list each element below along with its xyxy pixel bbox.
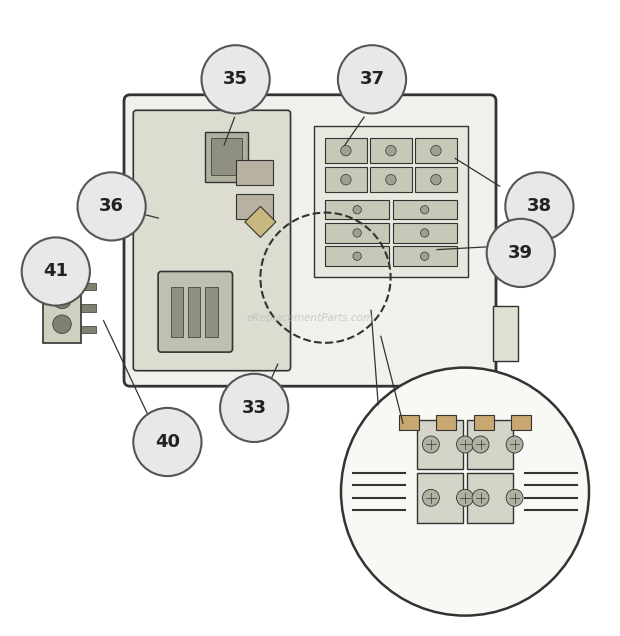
Text: 36: 36 bbox=[99, 197, 124, 216]
Circle shape bbox=[341, 368, 589, 616]
Bar bbox=[43, 281, 81, 343]
Text: 38: 38 bbox=[527, 197, 552, 216]
Circle shape bbox=[386, 146, 396, 156]
Bar bbox=[236, 194, 273, 219]
Bar bbox=[326, 223, 389, 243]
Circle shape bbox=[487, 219, 555, 287]
Circle shape bbox=[338, 45, 406, 113]
Circle shape bbox=[505, 172, 574, 240]
FancyBboxPatch shape bbox=[467, 420, 513, 469]
Circle shape bbox=[220, 374, 288, 442]
Text: 35: 35 bbox=[223, 71, 248, 88]
Circle shape bbox=[472, 489, 489, 506]
Circle shape bbox=[386, 174, 396, 185]
Circle shape bbox=[353, 252, 361, 260]
Bar bbox=[415, 167, 456, 192]
Bar bbox=[188, 287, 200, 336]
Bar bbox=[399, 415, 419, 429]
Circle shape bbox=[422, 436, 440, 453]
Text: 33: 33 bbox=[242, 399, 267, 417]
Polygon shape bbox=[245, 207, 276, 237]
Bar bbox=[205, 132, 248, 182]
Circle shape bbox=[353, 205, 361, 214]
Circle shape bbox=[53, 290, 71, 308]
Circle shape bbox=[472, 436, 489, 453]
Text: 40: 40 bbox=[155, 433, 180, 451]
Bar bbox=[81, 282, 96, 290]
Circle shape bbox=[202, 45, 270, 113]
Bar bbox=[393, 223, 456, 243]
Bar bbox=[393, 246, 456, 266]
Circle shape bbox=[420, 205, 429, 214]
Circle shape bbox=[422, 489, 440, 506]
Bar bbox=[474, 415, 494, 429]
Bar bbox=[236, 160, 273, 184]
FancyBboxPatch shape bbox=[158, 272, 232, 352]
Bar bbox=[205, 287, 218, 336]
Bar bbox=[393, 200, 456, 219]
Circle shape bbox=[78, 172, 146, 240]
Bar bbox=[370, 138, 412, 163]
Circle shape bbox=[22, 237, 90, 306]
FancyBboxPatch shape bbox=[417, 473, 463, 523]
Circle shape bbox=[340, 174, 351, 185]
Bar bbox=[326, 200, 389, 219]
Bar bbox=[493, 306, 518, 361]
Circle shape bbox=[53, 315, 71, 333]
Bar bbox=[326, 167, 366, 192]
Text: 39: 39 bbox=[508, 244, 533, 262]
Text: eReplacementParts.com: eReplacementParts.com bbox=[246, 313, 374, 323]
Circle shape bbox=[506, 489, 523, 506]
FancyBboxPatch shape bbox=[467, 473, 513, 523]
Circle shape bbox=[353, 229, 361, 237]
Bar bbox=[211, 138, 242, 176]
Bar bbox=[170, 287, 183, 336]
FancyBboxPatch shape bbox=[133, 110, 291, 371]
Circle shape bbox=[431, 146, 441, 156]
Circle shape bbox=[420, 229, 429, 237]
Bar bbox=[81, 305, 96, 312]
Circle shape bbox=[133, 408, 202, 476]
Bar bbox=[436, 415, 456, 429]
Bar bbox=[415, 138, 456, 163]
Bar bbox=[511, 415, 531, 429]
Circle shape bbox=[456, 489, 474, 506]
Circle shape bbox=[456, 436, 474, 453]
Bar bbox=[370, 167, 412, 192]
Bar bbox=[326, 138, 366, 163]
FancyBboxPatch shape bbox=[314, 126, 467, 277]
FancyBboxPatch shape bbox=[124, 95, 496, 386]
Text: 37: 37 bbox=[360, 71, 384, 88]
Circle shape bbox=[340, 146, 351, 156]
Text: 41: 41 bbox=[43, 263, 68, 280]
Circle shape bbox=[420, 252, 429, 260]
Bar bbox=[81, 326, 96, 333]
FancyBboxPatch shape bbox=[417, 420, 463, 469]
Circle shape bbox=[506, 436, 523, 453]
Bar bbox=[326, 246, 389, 266]
Circle shape bbox=[431, 174, 441, 185]
